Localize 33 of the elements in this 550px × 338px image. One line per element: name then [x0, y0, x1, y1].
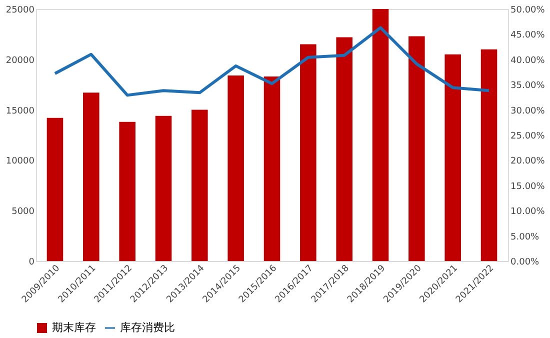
bar: [119, 122, 136, 261]
y2-tick-label: 45.00%: [510, 30, 546, 41]
y-tick-label: 10000: [6, 156, 35, 167]
y2-tick-label: 10.00%: [510, 207, 546, 218]
y2-tick-label: 15.00%: [510, 182, 546, 192]
bar: [372, 9, 389, 261]
y-tick-label: 0: [28, 258, 35, 268]
bar: [300, 44, 316, 261]
y-tick-label: 15000: [6, 106, 35, 116]
y2-tick-label: 25.00%: [510, 132, 546, 142]
y2-tick-label: 20.00%: [510, 156, 546, 167]
bar: [155, 116, 172, 261]
line-series: [53, 26, 491, 97]
bar: [83, 92, 100, 261]
bar: [264, 76, 280, 261]
legend-label: 库存消费比: [120, 321, 175, 334]
bar: [336, 37, 352, 261]
y2-tick-label: 35.00%: [510, 81, 546, 92]
bar: [46, 118, 64, 261]
legend-label: 期末库存: [52, 321, 96, 334]
bar: [228, 76, 244, 261]
y-tick-label: 5000: [12, 207, 35, 218]
bar: [408, 36, 425, 261]
y2-tick-label: 40.00%: [510, 56, 546, 66]
y2-tick-label: 50.00%: [510, 6, 546, 16]
bar: [480, 49, 498, 261]
y-tick-label: 20000: [6, 56, 35, 66]
y2-tick-label: 0.00%: [510, 258, 540, 268]
y-tick-label: 25000: [6, 6, 35, 16]
bar: [444, 54, 461, 261]
y2-tick-label: 30.00%: [510, 106, 546, 116]
bar: [192, 110, 208, 261]
y2-tick-label: 5.00%: [510, 232, 540, 242]
